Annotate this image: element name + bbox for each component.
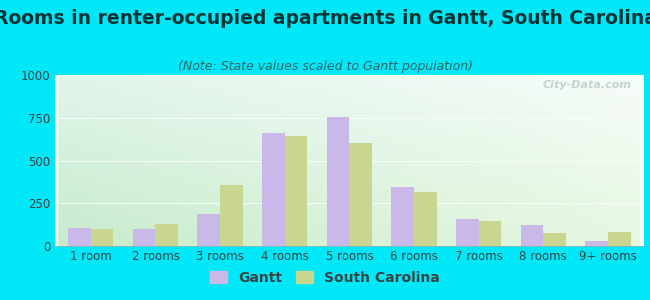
Bar	[220, 185, 242, 246]
Bar	[327, 117, 350, 246]
Bar	[414, 192, 437, 246]
Bar	[350, 143, 372, 246]
Text: Rooms in renter-occupied apartments in Gantt, South Carolina: Rooms in renter-occupied apartments in G…	[0, 9, 650, 28]
Bar	[456, 220, 478, 246]
Bar	[262, 133, 285, 246]
Bar	[155, 224, 178, 246]
Bar	[285, 136, 307, 246]
Text: City-Data.com: City-Data.com	[543, 80, 632, 90]
Bar	[585, 241, 608, 246]
Bar	[68, 228, 91, 246]
Bar	[478, 221, 501, 246]
Bar	[608, 232, 630, 246]
Bar	[521, 226, 543, 246]
Legend: Gantt, South Carolina: Gantt, South Carolina	[205, 265, 445, 290]
Text: (Note: State values scaled to Gantt population): (Note: State values scaled to Gantt popu…	[177, 60, 473, 73]
Bar	[391, 187, 414, 246]
Bar	[133, 229, 155, 246]
Bar	[198, 214, 220, 246]
Bar	[91, 229, 114, 246]
Bar	[543, 233, 566, 246]
